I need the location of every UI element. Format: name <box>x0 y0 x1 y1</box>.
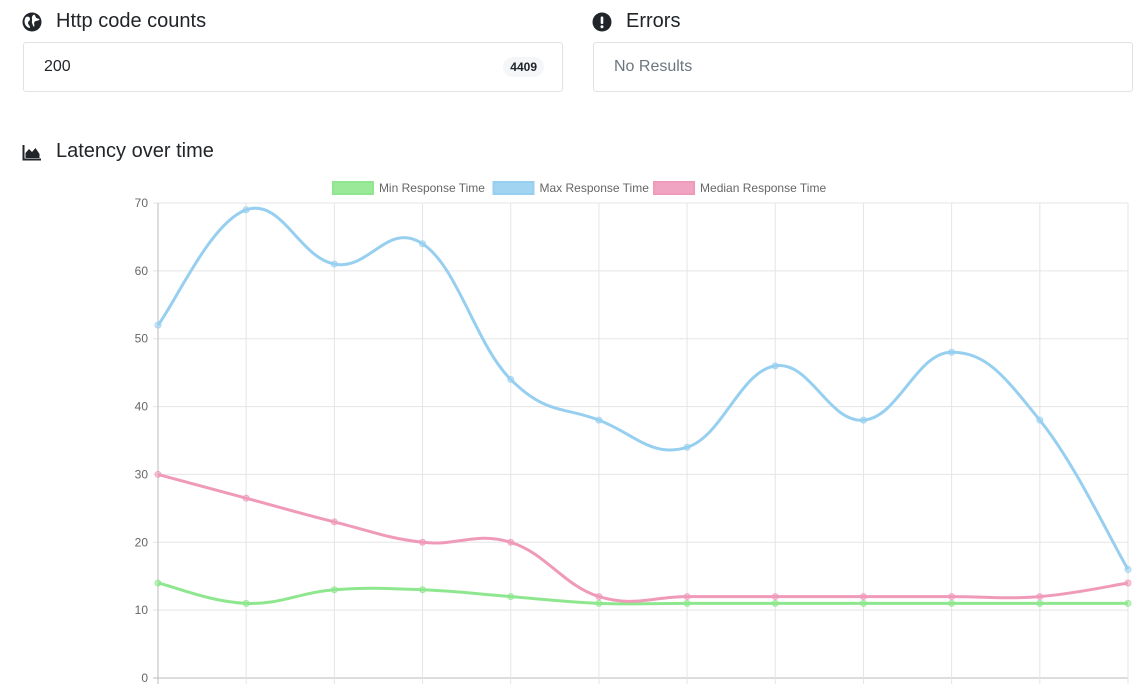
series-line <box>156 206 1130 571</box>
y-tick-label: 30 <box>135 467 149 481</box>
data-point[interactable] <box>330 260 338 268</box>
data-point[interactable] <box>948 599 956 607</box>
data-point[interactable] <box>1124 599 1132 607</box>
data-point[interactable] <box>419 240 427 248</box>
legend-label[interactable]: Median Response Time <box>700 181 826 195</box>
data-point[interactable] <box>1036 416 1044 424</box>
data-point[interactable] <box>683 443 691 451</box>
series-line <box>157 472 1129 603</box>
data-point[interactable] <box>242 599 250 607</box>
legend-swatch[interactable] <box>653 181 696 195</box>
http-code-value: 200 <box>44 58 71 75</box>
data-point[interactable] <box>683 599 691 607</box>
data-point[interactable] <box>948 593 956 601</box>
http-codes-title: Http code counts <box>22 10 206 33</box>
data-point[interactable] <box>595 593 603 601</box>
data-point[interactable] <box>859 593 867 601</box>
data-point[interactable] <box>1036 599 1044 607</box>
errors-title: Errors <box>592 10 680 33</box>
legend-label[interactable]: Min Response Time <box>379 181 485 195</box>
series-line <box>157 581 1128 606</box>
globe-icon <box>22 12 42 32</box>
exclamation-circle-icon <box>592 12 612 32</box>
y-tick-label: 50 <box>135 332 149 346</box>
data-point[interactable] <box>859 416 867 424</box>
area-chart-icon <box>22 142 42 162</box>
data-point[interactable] <box>683 593 691 601</box>
data-point[interactable] <box>771 362 779 370</box>
data-point[interactable] <box>1124 579 1132 587</box>
latency-title: Latency over time <box>22 140 214 163</box>
data-point[interactable] <box>154 321 162 329</box>
legend-label[interactable]: Max Response Time <box>540 181 650 195</box>
data-point[interactable] <box>507 538 515 546</box>
data-point[interactable] <box>419 586 427 594</box>
data-point[interactable] <box>859 599 867 607</box>
y-tick-label: 20 <box>135 535 149 549</box>
data-point[interactable] <box>242 494 250 502</box>
http-code-row: 200 4409 <box>23 42 563 92</box>
data-point[interactable] <box>154 579 162 587</box>
latency-chart: 0 10 20 30 40 50 60 70 Min Response Time Max Res… <box>135 181 1132 684</box>
data-point[interactable] <box>771 599 779 607</box>
http-code-count-badge: 4409 <box>503 57 544 77</box>
data-point[interactable] <box>507 375 515 383</box>
data-point[interactable] <box>330 518 338 526</box>
y-tick-label: 60 <box>135 264 149 278</box>
data-point[interactable] <box>242 206 250 214</box>
y-tick-label: 70 <box>135 196 149 210</box>
data-point[interactable] <box>419 538 427 546</box>
data-point[interactable] <box>771 593 779 601</box>
data-point[interactable] <box>330 586 338 594</box>
data-point[interactable] <box>595 416 603 424</box>
errors-panel: No Results <box>593 42 1133 92</box>
http-codes-title-text: Http code counts <box>56 10 207 32</box>
latency-title-text: Latency over time <box>56 140 214 162</box>
y-tick-label: 10 <box>135 603 149 617</box>
legend-swatch[interactable] <box>331 181 374 195</box>
data-point[interactable] <box>948 348 956 356</box>
data-point[interactable] <box>595 599 603 607</box>
errors-empty-text: No Results <box>614 58 693 75</box>
data-point[interactable] <box>154 470 162 478</box>
legend-swatch[interactable] <box>492 181 535 195</box>
data-point[interactable] <box>1036 593 1044 601</box>
y-tick-label: 0 <box>141 671 148 684</box>
data-point[interactable] <box>1124 565 1132 573</box>
y-tick-label: 40 <box>135 400 149 414</box>
data-point[interactable] <box>507 593 515 601</box>
errors-title-text: Errors <box>626 10 681 32</box>
